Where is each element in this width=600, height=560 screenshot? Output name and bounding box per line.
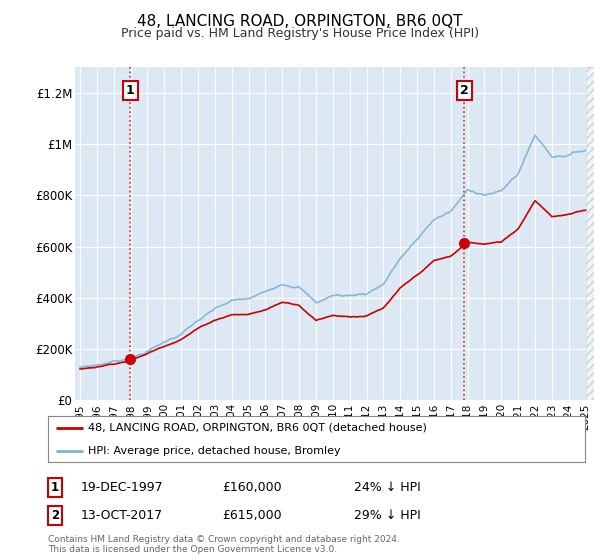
Text: 2: 2 bbox=[460, 84, 469, 97]
Text: Price paid vs. HM Land Registry's House Price Index (HPI): Price paid vs. HM Land Registry's House … bbox=[121, 27, 479, 40]
Text: £160,000: £160,000 bbox=[222, 480, 281, 494]
Text: 13-OCT-2017: 13-OCT-2017 bbox=[81, 508, 163, 522]
Text: 2: 2 bbox=[51, 508, 59, 522]
Text: 48, LANCING ROAD, ORPINGTON, BR6 0QT: 48, LANCING ROAD, ORPINGTON, BR6 0QT bbox=[137, 14, 463, 29]
Text: Contains HM Land Registry data © Crown copyright and database right 2024.
This d: Contains HM Land Registry data © Crown c… bbox=[48, 535, 400, 554]
Text: 1: 1 bbox=[126, 84, 134, 97]
Text: 24% ↓ HPI: 24% ↓ HPI bbox=[354, 480, 421, 494]
Text: £615,000: £615,000 bbox=[222, 508, 281, 522]
Bar bbox=[586, 67, 600, 400]
Text: HPI: Average price, detached house, Bromley: HPI: Average price, detached house, Brom… bbox=[88, 446, 341, 455]
Text: 19-DEC-1997: 19-DEC-1997 bbox=[81, 480, 164, 494]
Text: 48, LANCING ROAD, ORPINGTON, BR6 0QT (detached house): 48, LANCING ROAD, ORPINGTON, BR6 0QT (de… bbox=[88, 423, 427, 432]
Text: 29% ↓ HPI: 29% ↓ HPI bbox=[354, 508, 421, 522]
Text: 1: 1 bbox=[51, 480, 59, 494]
